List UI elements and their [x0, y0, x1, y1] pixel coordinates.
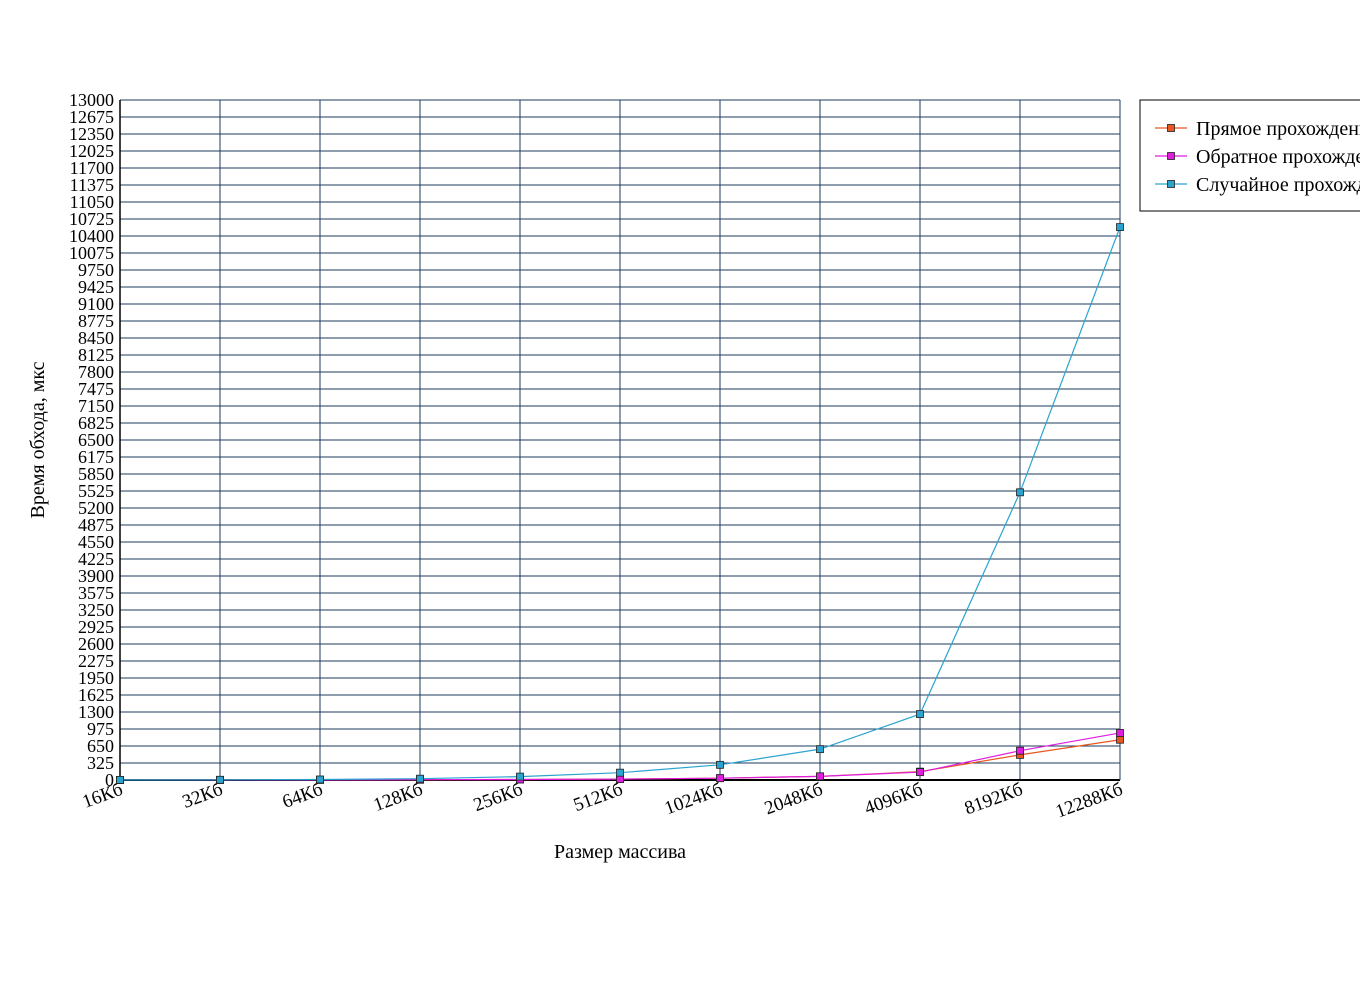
series-2-point — [616, 775, 624, 783]
grid — [119, 99, 1121, 781]
x-tick-label: 256Кб — [471, 779, 526, 816]
y-tick-label: 11050 — [70, 192, 114, 212]
y-tick-label: 1625 — [78, 685, 114, 705]
series-3-point — [716, 760, 724, 769]
y-tick-label: 10400 — [69, 226, 114, 246]
series-3-point — [816, 745, 824, 754]
y-tick-label: 650 — [87, 736, 114, 756]
x-axis-title: Размер массива — [554, 841, 686, 863]
series-2-point — [1016, 746, 1024, 755]
legend-label: Прямое прохождение — [1196, 118, 1360, 140]
y-tick-label: 3575 — [78, 583, 114, 603]
series-3-point — [616, 768, 624, 777]
x-tick-label: 1024Кб — [662, 779, 726, 819]
x-tick-labels: 16Кб 32Кб 64Кб 128Кб 256Кб 512Кб 1024Кб 2048Кб 4… — [80, 779, 1126, 823]
y-tick-label: 12025 — [69, 141, 114, 161]
x-tick-label: 12288Кб — [1053, 779, 1126, 823]
series-3-point — [416, 774, 424, 783]
y-tick-label: 3900 — [78, 566, 114, 586]
y-tick-label: 7800 — [78, 362, 114, 382]
series-3-point — [916, 710, 924, 718]
series-1-point — [1116, 735, 1124, 744]
y-tick-label: 12350 — [69, 124, 114, 144]
y-tick-label: 13000 — [69, 90, 114, 110]
legend-marker — [1167, 180, 1175, 188]
y-tick-label: 10075 — [69, 243, 114, 263]
legend-label: Обратное прохождение — [1196, 146, 1360, 168]
y-tick-label: 0 — [105, 770, 114, 790]
y-tick-label: 8450 — [78, 328, 114, 348]
series-2-point — [1116, 729, 1124, 737]
y-tick-label: 4550 — [78, 532, 114, 552]
y-tick-label: 7150 — [78, 396, 114, 416]
legend-marker — [1167, 152, 1175, 160]
y-tick-label: 4225 — [78, 549, 114, 569]
y-tick-label: 2275 — [78, 651, 114, 671]
series-3-point — [516, 772, 524, 781]
y-tick-label: 11375 — [70, 175, 114, 195]
series-2-point — [916, 768, 924, 777]
x-tick-label: 4096Кб — [862, 779, 926, 819]
x-tick-label: 64Кб — [280, 779, 326, 813]
y-tick-label: 5525 — [78, 481, 114, 501]
x-tick-label: 32Кб — [180, 779, 226, 813]
legend-marker — [1167, 124, 1175, 132]
series-2-point — [816, 772, 824, 781]
series-3-point — [316, 775, 324, 784]
x-tick-label: 2048Кб — [762, 779, 826, 819]
y-tick-label: 6825 — [78, 413, 114, 433]
y-tick-label: 1950 — [78, 668, 114, 688]
legend: Прямое прохождение Обратное прохождение Сл… — [1139, 99, 1360, 212]
y-tick-label: 12675 — [69, 107, 114, 127]
y-tick-label: 3250 — [78, 600, 114, 620]
y-tick-label: 2600 — [78, 634, 114, 654]
series-3-point — [1116, 223, 1124, 232]
y-tick-label: 1300 — [78, 702, 114, 722]
y-tick-label: 9100 — [78, 294, 114, 314]
y-tick-label: 5850 — [78, 464, 114, 484]
series-3-point — [1016, 488, 1024, 497]
y-tick-label: 4875 — [78, 515, 114, 535]
series-3-point — [216, 775, 224, 784]
x-tick-label: 512Кб — [571, 779, 626, 816]
y-tick-label: 6500 — [78, 430, 114, 450]
legend-label: Случайное прохождение — [1196, 174, 1360, 196]
y-tick-label: 11700 — [70, 158, 114, 178]
y-tick-label: 8775 — [78, 311, 114, 331]
series — [116, 223, 1124, 784]
x-tick-label: 8192Кб — [962, 779, 1026, 819]
y-tick-label: 5200 — [78, 498, 114, 518]
y-tick-label: 325 — [87, 753, 114, 773]
series-2-point — [716, 774, 724, 783]
y-tick-label: 10725 — [69, 209, 114, 229]
y-tick-labels: 0325650975130016251950227526002925325035… — [69, 90, 114, 790]
y-tick-label: 8125 — [78, 345, 114, 365]
y-tick-label: 9750 — [78, 260, 114, 280]
y-tick-label: 9425 — [78, 277, 114, 297]
x-tick-label: 16Кб — [80, 779, 126, 813]
y-tick-label: 6175 — [78, 447, 114, 467]
y-tick-label: 975 — [87, 719, 114, 739]
y-axis-title: Время обхода, мкс — [27, 361, 49, 518]
x-tick-label: 128Кб — [371, 779, 426, 816]
series-3-point — [116, 775, 124, 784]
y-tick-label: 2925 — [78, 617, 114, 637]
y-tick-label: 7475 — [78, 379, 114, 399]
